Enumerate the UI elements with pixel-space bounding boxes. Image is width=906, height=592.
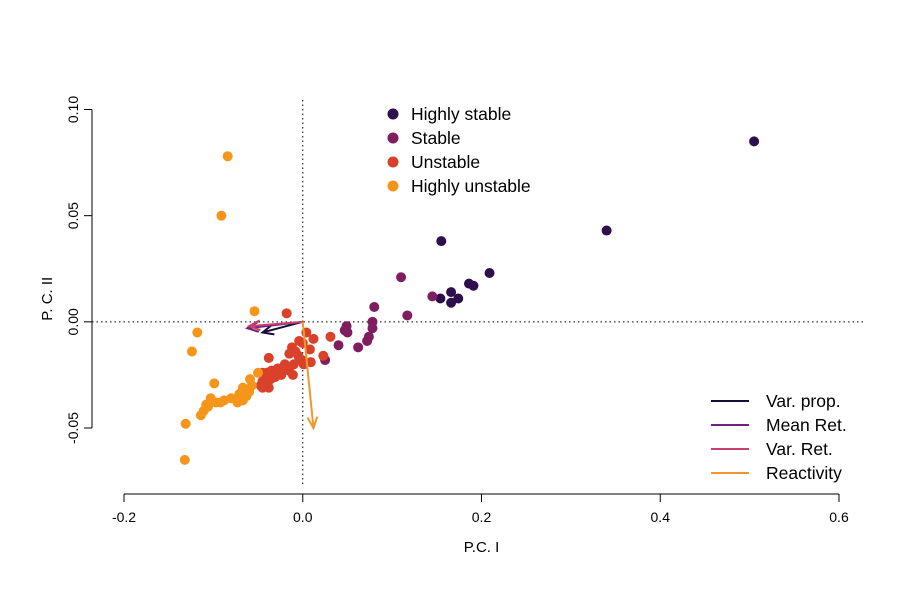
data-point [325, 332, 335, 342]
y-axis-title: P. C. II [39, 277, 56, 321]
data-point [749, 136, 759, 146]
data-point [196, 410, 206, 420]
data-point [233, 398, 243, 408]
legend-variables: Var. prop. Mean Ret. Var. Ret. Reactivity [711, 391, 847, 483]
y-axis: -0.05 0.00 0.05 0.10 [65, 96, 92, 444]
legend-item-stable: Stable [388, 128, 461, 148]
y-tick-label: 0.10 [65, 96, 81, 123]
data-point [180, 455, 190, 465]
legend-label: Reactivity [766, 463, 842, 483]
data-point [258, 383, 268, 393]
data-point [427, 291, 437, 301]
x-tick-label: 0.2 [472, 509, 492, 525]
legend-label: Stable [411, 128, 461, 148]
legend-item-highly-stable: Highly stable [388, 104, 512, 124]
legend-marker [388, 181, 399, 192]
data-point [334, 340, 344, 350]
data-point [282, 308, 292, 318]
legend-label: Mean Ret. [766, 415, 847, 435]
data-point [468, 281, 478, 291]
data-point [187, 347, 197, 357]
legend-label: Highly stable [411, 104, 511, 124]
data-point [223, 151, 233, 161]
data-point [402, 310, 412, 320]
x-axis: -0.2 0.0 0.2 0.4 0.6 [112, 494, 849, 525]
legend-item-reactivity: Reactivity [711, 463, 842, 483]
legend-item-mean-ret: Mean Ret. [711, 415, 847, 435]
data-point [342, 327, 352, 337]
legend-label: Highly unstable [411, 176, 531, 196]
data-point [209, 378, 219, 388]
data-point [446, 298, 456, 308]
data-point [318, 351, 328, 361]
data-point [436, 236, 446, 246]
y-tick-label: 0.00 [65, 308, 81, 335]
data-point [249, 306, 259, 316]
legend-marker [388, 109, 399, 120]
data-point [288, 370, 298, 380]
data-point [602, 226, 612, 236]
x-axis-title: P.C. I [464, 539, 500, 556]
legend-label: Var. prop. [766, 391, 841, 411]
data-point [192, 327, 202, 337]
data-point [253, 368, 263, 378]
x-tick-label: 0.6 [829, 509, 849, 525]
data-point [308, 334, 318, 344]
x-tick-label: -0.2 [112, 509, 136, 525]
data-point [353, 342, 363, 352]
data-point [216, 211, 226, 221]
data-point [485, 268, 495, 278]
y-tick-label: 0.05 [65, 202, 81, 229]
legend-marker [388, 157, 399, 168]
legend-item-unstable: Unstable [388, 152, 481, 172]
data-point [216, 398, 226, 408]
data-point [369, 302, 379, 312]
series-highly-stable [435, 136, 759, 307]
legend-marker [388, 133, 399, 144]
series-unstable [256, 308, 336, 392]
legend-item-var-ret: Var. Ret. [711, 439, 833, 459]
legend-label: Unstable [411, 152, 480, 172]
x-tick-label: 0.4 [651, 509, 671, 525]
data-point [396, 272, 406, 282]
series-highly-unstable [180, 151, 263, 465]
data-point [362, 336, 372, 346]
legend-item-highly-unstable: Highly unstable [388, 176, 531, 196]
legend-label: Var. Ret. [766, 439, 833, 459]
series-stable [320, 272, 437, 365]
y-tick-label: -0.05 [65, 412, 81, 444]
legend-item-var-prop: Var. prop. [711, 391, 841, 411]
x-tick-label: 0.0 [293, 509, 313, 525]
data-point [181, 419, 191, 429]
data-point [264, 353, 274, 363]
data-point [284, 349, 294, 359]
legend-groups: Highly stable Stable Unstable Highly unstab… [388, 104, 531, 196]
